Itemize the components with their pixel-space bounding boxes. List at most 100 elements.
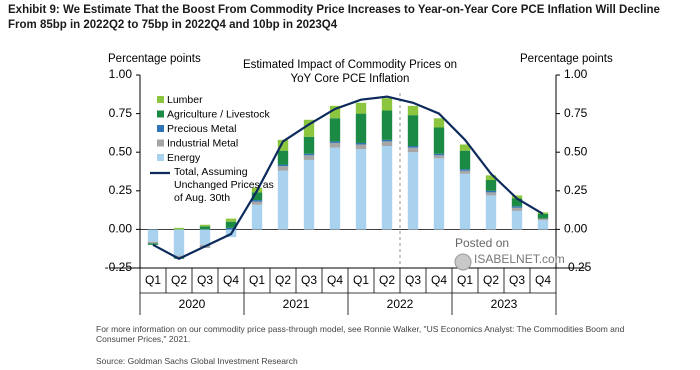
- bar-segment: [225, 218, 237, 222]
- bar-segment: [381, 146, 393, 230]
- bar-segment: [459, 169, 471, 171]
- bar-segment: [459, 150, 471, 170]
- bar-segment: [407, 152, 419, 230]
- y-tick-label: 0.50: [109, 144, 133, 158]
- x-tick-label: Q4: [327, 273, 343, 287]
- bar-segment: [459, 144, 471, 151]
- bar-segment: [355, 113, 367, 143]
- bar-segment: [173, 229, 185, 256]
- bar-segment: [199, 229, 211, 245]
- bar-segment: [329, 118, 341, 142]
- year-label: 2020: [179, 297, 206, 311]
- bar-segment: [251, 201, 263, 205]
- x-tick-label: Q4: [535, 273, 551, 287]
- total-line: [152, 95, 544, 260]
- bar-segment: [355, 142, 367, 145]
- x-tick-label: Q3: [509, 273, 525, 287]
- bar-segment: [147, 243, 159, 245]
- bar-segment: [537, 213, 549, 219]
- bar-segment: [407, 115, 419, 147]
- y2-tick-label: 0.50: [564, 144, 588, 158]
- legend-swatch: [157, 139, 164, 147]
- bar-segment: [329, 105, 341, 119]
- x-tick-label: Q3: [197, 273, 213, 287]
- bar-segment: [329, 142, 341, 148]
- bar-segment: [355, 102, 367, 114]
- bar-segment: [381, 110, 393, 140]
- year-label: 2022: [387, 297, 414, 311]
- bar-segment: [277, 150, 289, 165]
- bar-segment: [381, 139, 393, 142]
- y2-tick-label: 0.00: [564, 222, 588, 236]
- legend-swatch: [157, 125, 164, 132]
- x-tick-label: Q3: [301, 273, 317, 287]
- legend-label: Agriculture / Livestock: [167, 108, 270, 120]
- bar-segment: [537, 218, 549, 221]
- bar-segment: [329, 141, 341, 143]
- bar-segment: [433, 155, 445, 159]
- x-tick-label: Q1: [145, 273, 161, 287]
- y2-tick-label: 0.75: [564, 106, 588, 120]
- bar-segment: [433, 118, 445, 128]
- legend-swatch: [157, 154, 164, 161]
- bar-segment: [511, 210, 523, 230]
- y-tick-label: 0.25: [109, 183, 133, 197]
- x-tick-label: Q1: [249, 273, 265, 287]
- legend-label: Lumber: [167, 94, 203, 106]
- x-tick-label: Q4: [431, 273, 447, 287]
- x-tick-label: Q2: [171, 273, 187, 287]
- y2-tick-label: -0.25: [564, 260, 592, 274]
- bar-segment: [433, 153, 445, 156]
- year-label: 2023: [491, 297, 518, 311]
- bar-segment: [485, 179, 497, 191]
- legend-label: Energy: [167, 152, 201, 164]
- legend-label: Total, Assuming Unchanged Prices as of A…: [174, 166, 274, 204]
- bar-segment: [433, 127, 445, 154]
- bar-segment: [381, 141, 393, 147]
- y-tick-label: 0.00: [109, 222, 133, 236]
- bar-segment: [355, 144, 367, 150]
- bar-segment: [277, 166, 289, 171]
- bar-segment: [537, 220, 549, 230]
- bar-segment: [433, 158, 445, 230]
- x-tick-label: Q2: [275, 273, 291, 287]
- bar-segment: [147, 241, 159, 244]
- bar-segment: [485, 192, 497, 196]
- legend-label: Precious Metal: [167, 123, 236, 135]
- bar-segment: [277, 164, 289, 167]
- watermark-logo: [454, 253, 472, 271]
- y-tick-label: 0.75: [109, 106, 133, 120]
- bar-segment: [173, 255, 185, 258]
- bar-segment: [303, 155, 315, 160]
- legend-label: Industrial Metal: [167, 137, 238, 149]
- legend-swatch: [157, 110, 164, 118]
- bar-segment: [329, 147, 341, 230]
- x-tick-label: Q3: [405, 273, 421, 287]
- bar-segment: [303, 119, 315, 137]
- y-tick-label: -0.25: [105, 260, 133, 274]
- x-tick-label: Q1: [457, 273, 473, 287]
- bar-segment: [485, 190, 497, 193]
- bar-segment: [303, 153, 315, 156]
- bar-segment: [225, 227, 237, 230]
- y2-axis-label: Percentage points: [520, 53, 613, 65]
- bar-segment: [225, 221, 237, 228]
- bar-segment: [511, 206, 523, 208]
- x-tick-label: Q1: [353, 273, 369, 287]
- watermark: ISABELNET.com: [474, 252, 565, 266]
- bar-segment: [485, 195, 497, 230]
- y-axis-label: Percentage points: [108, 53, 201, 65]
- bar-segment: [251, 204, 263, 230]
- footnote: For more information on our commodity pr…: [96, 324, 625, 344]
- y2-tick-label: 1.00: [564, 67, 588, 81]
- bar-segment: [251, 192, 263, 201]
- bar-segment: [199, 224, 211, 227]
- bar-segment: [511, 207, 523, 211]
- y2-tick-label: 0.25: [564, 183, 588, 197]
- bar-segment: [459, 170, 471, 174]
- bar-segment: [355, 149, 367, 230]
- source: Source: Goldman Sachs Global Investment …: [96, 356, 298, 366]
- y-tick-label: 1.00: [109, 67, 133, 81]
